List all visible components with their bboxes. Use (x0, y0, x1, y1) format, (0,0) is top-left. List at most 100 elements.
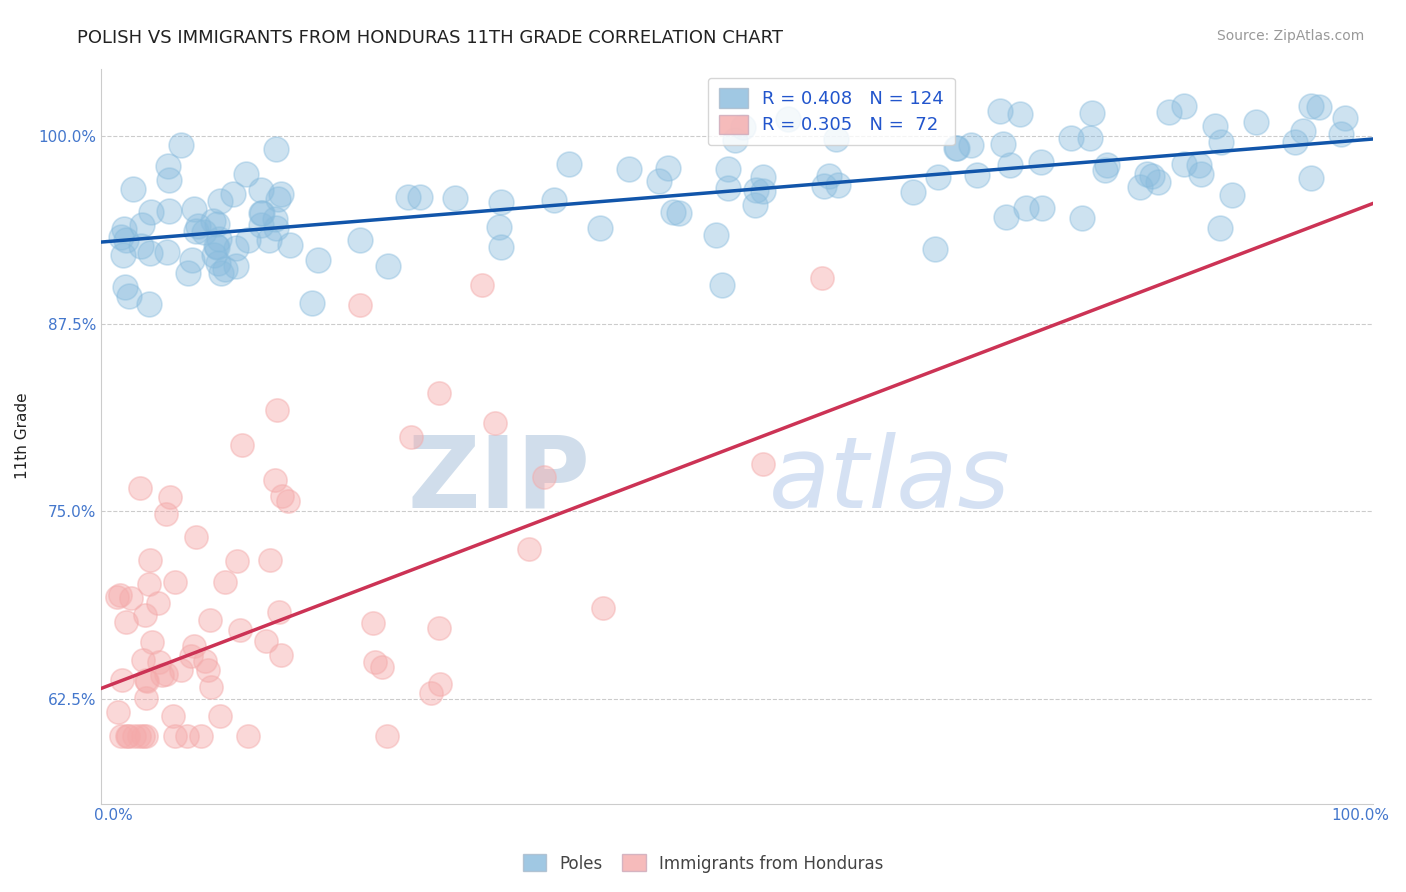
Point (945, 141, 967, 155)
Point (991, 137, 1014, 152)
Point (377, 260, 399, 274)
Point (959, 138, 981, 153)
Point (120, 591, 142, 605)
Point (205, 240, 228, 254)
Point (236, 233, 259, 247)
Point (148, 596, 170, 610)
Point (1204, 119, 1226, 133)
Point (135, 729, 157, 743)
Point (429, 676, 451, 690)
Point (592, 601, 614, 615)
Point (1299, 99, 1322, 113)
Point (180, 253, 202, 268)
Point (1334, 111, 1357, 125)
Point (115, 615, 138, 629)
Point (267, 606, 290, 620)
Point (193, 225, 215, 239)
Point (138, 577, 160, 591)
Point (668, 205, 690, 219)
Point (208, 194, 231, 208)
Point (280, 238, 302, 252)
Point (138, 297, 160, 311)
Point (489, 240, 512, 254)
Point (752, 170, 775, 185)
Point (924, 242, 946, 256)
Point (163, 574, 186, 589)
Point (186, 530, 208, 544)
Text: Source: ZipAtlas.com: Source: ZipAtlas.com (1216, 29, 1364, 44)
Point (1330, 128, 1353, 142)
Text: POLISH VS IMMIGRANTS FROM HONDURAS 11TH GRADE CORRELATION CHART: POLISH VS IMMIGRANTS FROM HONDURAS 11TH … (77, 29, 783, 47)
Point (648, 173, 671, 187)
Point (131, 218, 153, 232)
Point (1209, 221, 1232, 235)
Point (752, 457, 775, 471)
Point (108, 588, 131, 602)
Point (396, 190, 419, 204)
Point (998, 158, 1021, 172)
Legend: R = 0.408   N = 124, R = 0.305   N =  72: R = 0.408 N = 124, R = 0.305 N = 72 (707, 78, 955, 145)
Point (250, 205, 273, 219)
Point (731, 120, 754, 134)
Point (427, 385, 450, 400)
Point (710, 277, 733, 292)
Point (1157, 105, 1180, 120)
Point (187, 219, 209, 233)
Point (264, 142, 287, 156)
Point (194, 654, 217, 668)
Point (169, 137, 191, 152)
Point (132, 653, 155, 667)
Point (266, 402, 288, 417)
Point (484, 416, 506, 430)
Point (122, 729, 145, 743)
Point (1209, 135, 1232, 149)
Point (420, 686, 443, 700)
Point (1081, 106, 1104, 120)
Point (162, 708, 184, 723)
Point (177, 266, 200, 280)
Point (662, 205, 685, 219)
Point (946, 141, 969, 155)
Point (813, 178, 835, 193)
Point (134, 608, 156, 623)
Point (1284, 135, 1306, 149)
Point (138, 552, 160, 566)
Point (259, 553, 281, 567)
Point (988, 104, 1011, 119)
Point (1015, 202, 1038, 216)
Point (135, 673, 157, 688)
Point (427, 621, 450, 635)
Point (135, 673, 157, 688)
Point (112, 222, 135, 236)
Point (229, 623, 252, 637)
Point (488, 220, 510, 235)
Point (744, 197, 766, 211)
Point (205, 217, 228, 231)
Text: atlas: atlas (769, 432, 1011, 529)
Point (717, 181, 740, 195)
Point (1029, 155, 1052, 169)
Point (1188, 158, 1211, 172)
Point (155, 244, 177, 259)
Point (214, 261, 236, 276)
Point (901, 185, 924, 199)
Point (155, 667, 177, 681)
Point (751, 184, 773, 198)
Point (139, 246, 162, 260)
Point (132, 729, 155, 743)
Point (657, 161, 679, 176)
Point (222, 186, 245, 201)
Point (214, 574, 236, 589)
Point (115, 233, 138, 247)
Point (190, 729, 212, 743)
Point (157, 172, 180, 186)
Point (1129, 180, 1152, 194)
Point (118, 289, 141, 303)
Point (110, 729, 132, 743)
Point (927, 169, 949, 184)
Point (1301, 171, 1323, 186)
Point (112, 248, 135, 262)
Point (301, 296, 323, 310)
Point (235, 167, 257, 181)
Point (267, 192, 290, 206)
